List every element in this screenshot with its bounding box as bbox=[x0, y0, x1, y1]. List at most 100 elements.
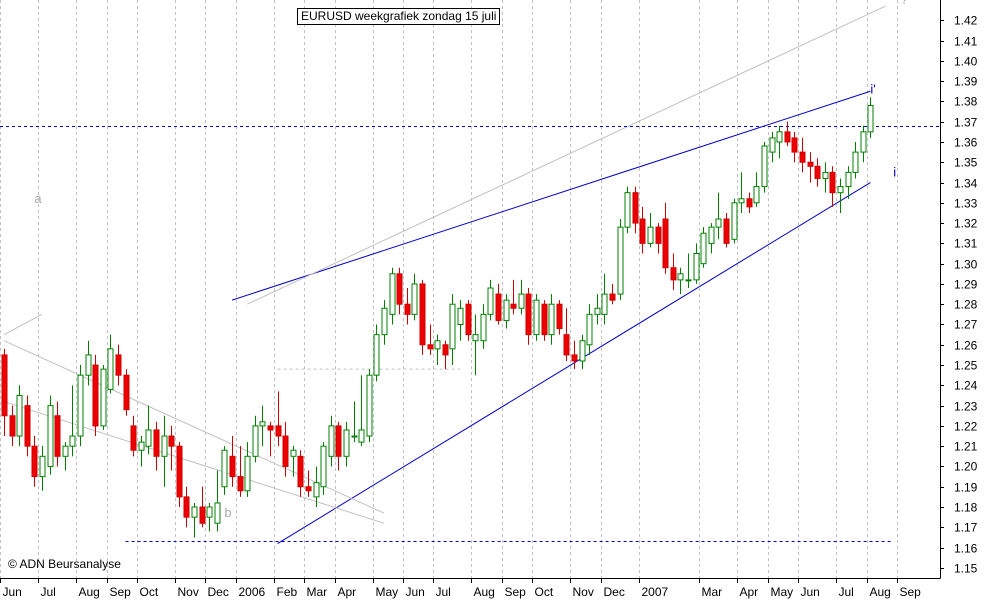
candle-body bbox=[533, 299, 540, 336]
x-tick-label: Jul bbox=[839, 585, 854, 599]
candle-body bbox=[47, 405, 54, 467]
candle-body bbox=[442, 344, 449, 356]
candle-body bbox=[244, 455, 251, 492]
candle-body bbox=[632, 192, 639, 224]
candle-body bbox=[510, 303, 517, 309]
y-tick-label: 1.35 bbox=[954, 156, 978, 170]
y-tick-label: 1.37 bbox=[954, 116, 978, 130]
candle-body bbox=[138, 441, 145, 451]
candle-body bbox=[563, 334, 570, 356]
y-tick-label: 1.34 bbox=[954, 177, 978, 191]
candle-body bbox=[206, 506, 213, 518]
candle-body bbox=[31, 445, 38, 478]
candle-body bbox=[829, 171, 836, 194]
candle-body bbox=[153, 429, 160, 457]
y-tick-label: 1.38 bbox=[954, 95, 978, 109]
candle-body bbox=[571, 354, 578, 362]
candle-body bbox=[290, 449, 297, 457]
candle-body bbox=[670, 267, 677, 281]
candle-body bbox=[579, 340, 586, 362]
x-tick-label: Mar bbox=[307, 585, 328, 599]
candle-body bbox=[457, 307, 464, 325]
candle-body bbox=[465, 303, 472, 336]
y-tick-label: 1.28 bbox=[954, 298, 978, 312]
y-tick-label: 1.19 bbox=[954, 481, 978, 495]
y-tick-label: 1.31 bbox=[954, 237, 978, 251]
x-tick-label: Nov bbox=[178, 585, 199, 599]
candle-body bbox=[677, 273, 684, 281]
chart-annotation: ? bbox=[901, 0, 908, 7]
candle-body bbox=[753, 186, 760, 204]
y-tick-label: 1.24 bbox=[954, 379, 978, 393]
x-tick-label: May bbox=[376, 585, 399, 599]
candle-body bbox=[662, 218, 669, 269]
candle-body bbox=[16, 394, 23, 437]
x-tick-label: 2007 bbox=[642, 585, 669, 599]
x-tick-label: 2006 bbox=[239, 585, 266, 599]
y-tick-label: 1.36 bbox=[954, 136, 978, 150]
candle-body bbox=[62, 445, 69, 457]
candle-body bbox=[807, 161, 814, 167]
y-tick-label: 1.32 bbox=[954, 217, 978, 231]
candle-body bbox=[123, 374, 130, 411]
candle-body bbox=[313, 482, 320, 498]
candle-body bbox=[145, 429, 152, 447]
candle-body bbox=[259, 421, 266, 427]
candle-body bbox=[541, 303, 548, 336]
candle-body bbox=[799, 151, 806, 163]
x-tick-label: Aug bbox=[474, 585, 495, 599]
chart-annotation: i' bbox=[870, 81, 875, 96]
candle-body bbox=[176, 445, 183, 498]
candle-body bbox=[776, 131, 783, 143]
candle-body bbox=[366, 374, 373, 437]
candle-body bbox=[525, 293, 532, 336]
candle-body bbox=[487, 287, 494, 315]
candle-body bbox=[639, 218, 646, 244]
x-tick-label: May bbox=[771, 585, 794, 599]
candle-body bbox=[221, 449, 228, 488]
candle-body bbox=[472, 334, 479, 342]
trend-line bbox=[246, 5, 886, 305]
y-tick-label: 1.29 bbox=[954, 278, 978, 292]
candle-body bbox=[769, 137, 776, 153]
x-tick-label: Dec bbox=[604, 585, 625, 599]
y-tick-label: 1.17 bbox=[954, 521, 978, 535]
candle-body bbox=[396, 273, 403, 305]
candle-body bbox=[518, 293, 525, 309]
candle-body bbox=[548, 303, 555, 336]
y-tick-label: 1.20 bbox=[954, 460, 978, 474]
candle-body bbox=[594, 307, 601, 315]
candle-body bbox=[700, 232, 707, 265]
candle-body bbox=[389, 273, 396, 315]
candle-body bbox=[168, 435, 175, 447]
x-tick-label: Mar bbox=[702, 585, 723, 599]
candle-body bbox=[24, 405, 31, 447]
candle-body bbox=[867, 104, 874, 133]
candle-body bbox=[731, 202, 738, 240]
candle-body bbox=[617, 226, 624, 295]
y-tick-label: 1.15 bbox=[954, 562, 978, 576]
trend-line bbox=[231, 90, 871, 301]
y-tick-label: 1.42 bbox=[954, 14, 978, 28]
candle-body bbox=[685, 279, 692, 282]
x-tick-label: Jun bbox=[801, 585, 820, 599]
y-tick-label: 1.41 bbox=[954, 35, 978, 49]
candle-body bbox=[252, 425, 259, 457]
candle-body bbox=[183, 496, 190, 518]
chart-title: EURUSD weekgrafiek zondag 15 juli bbox=[297, 8, 501, 25]
candle-body bbox=[860, 131, 867, 153]
candle-body bbox=[199, 506, 206, 524]
x-tick-label: Jul bbox=[436, 585, 451, 599]
y-tick-label: 1.25 bbox=[954, 359, 978, 373]
x-tick-label: Jun bbox=[3, 585, 22, 599]
candle-body bbox=[305, 486, 312, 492]
candle-body bbox=[715, 218, 722, 228]
candle-body bbox=[85, 354, 92, 376]
candle-body bbox=[115, 354, 122, 376]
candle-body bbox=[609, 293, 616, 301]
candle-body bbox=[191, 506, 198, 518]
candle-body bbox=[282, 435, 289, 467]
trend-line bbox=[3, 313, 43, 336]
